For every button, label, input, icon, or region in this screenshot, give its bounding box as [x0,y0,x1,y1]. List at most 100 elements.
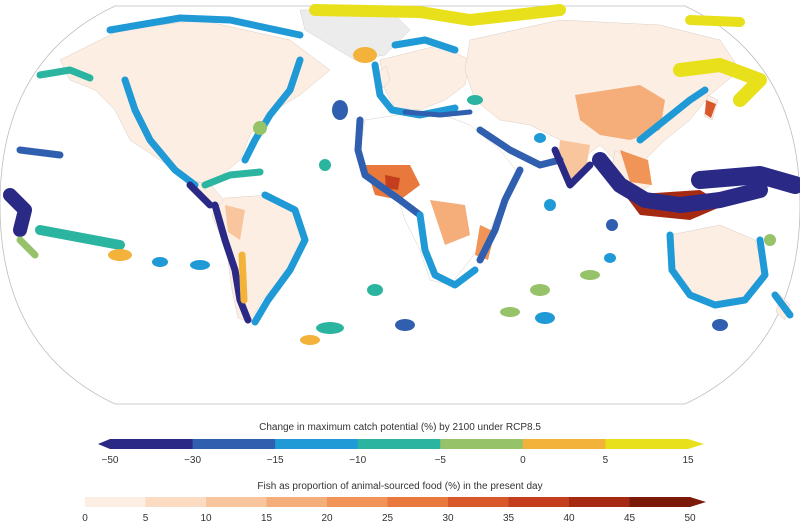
sa-west-coast-band [211,201,252,324]
east-africa-band [476,166,524,264]
world-map [0,4,800,405]
hawaii-band [16,146,64,159]
legend_fish-tick-label: 15 [260,513,273,524]
island-dot [253,121,267,135]
na-west-coast-band [121,76,199,189]
island-dot [190,260,210,270]
japan-shading [705,100,716,118]
island-dot [534,133,546,143]
island-dot [580,270,600,280]
legend_fish-right-arrow [690,497,706,507]
legend_catch-swatch-6 [605,439,689,449]
legend_fish-swatch-0 [85,497,146,507]
legend_catch-tick-label: −10 [349,455,367,466]
legend_catch-tick-label: −30 [184,455,202,466]
legend_fish-tick-label: 20 [321,513,333,524]
china-coast-band [636,86,709,144]
peru-shading [225,205,245,240]
caribbean-band [201,168,264,189]
southeast-asia-shading [620,150,652,185]
island-dot [467,95,483,105]
central-pacific-band [35,225,125,250]
bering-band [36,66,94,82]
legend_fish-tick-label: 40 [563,513,575,524]
legend_catch-swatch-4 [440,439,524,449]
legend_fish-tick-label: 50 [684,513,696,524]
legend_fish-tick-label: 0 [82,513,88,524]
island-dot [319,159,331,171]
legend_catch-swatch-3 [357,439,441,449]
island-dot [530,284,550,296]
island-markers [108,47,776,345]
mediterranean-band [402,109,473,118]
island-dot [367,284,383,296]
legend_fish-swatch-7 [508,497,570,507]
island-dot [500,307,520,317]
legend_fish-swatch-4 [327,497,388,507]
legend_fish-tick-label: 10 [200,513,212,524]
island-dot [108,249,132,261]
catch-colorbar [98,439,704,449]
legend_fish-swatch-6 [448,497,509,507]
legend_catch-swatch-1 [192,439,276,449]
legend_fish-tick-label: 30 [442,513,454,524]
legend_catch-tick-label: −50 [101,455,119,466]
legend_catch-swatch-0 [110,439,194,449]
australia-band [666,231,769,309]
india-coast-band [551,146,594,189]
island-dot [152,257,168,267]
fish-colorbar [85,497,706,507]
legend_fish-tick-label: 5 [142,513,149,524]
sa-east-coast-band [251,191,309,326]
legend_fish-swatch-8 [569,497,630,507]
island-dot [764,234,776,246]
central-africa-shading [430,200,470,245]
legend_fish-tick-label: 25 [381,513,394,524]
legend_catch-swatch-2 [275,439,359,449]
new-zealand-band [771,291,794,319]
island-dot [332,100,348,120]
west-africa-dark-shading [385,175,400,190]
sa-west-south-band [238,251,248,304]
central-america-pacific-band [186,181,214,209]
northeast-asia-band [673,58,767,107]
island-dot [544,199,556,211]
island-dot [316,322,344,334]
legend_catch-swatch-5 [522,439,606,449]
legend_catch-tick-label: −5 [434,455,446,466]
arabia-band [476,126,564,169]
island-dot [535,312,555,324]
south-pacific-band [16,236,39,259]
arctic-band [309,4,566,26]
legend_catch-tick-label: 15 [682,455,694,466]
legend_catch-tick-label: 5 [602,455,609,466]
legend_catch-tick-label: 0 [520,455,526,466]
catch-potential-bands [3,4,800,326]
na-east-coast-band [241,56,304,164]
legend_fish-swatch-2 [206,497,267,507]
southeast-asia-band [592,152,768,213]
legend_catch-tick-label: −15 [266,455,284,466]
legend_fish-swatch-9 [629,497,691,507]
pacific-islands-band [691,166,800,194]
china-shading [575,85,665,140]
fish-legend-title: Fish as proportion of animal-sourced foo… [257,481,543,492]
island-dot [395,319,415,331]
scandinavia-band [391,36,459,54]
north-america-landmass [59,19,331,186]
legend_fish-tick-label: 35 [502,513,515,524]
legend_catch-right-arrow [688,439,704,449]
west-pacific-band [3,188,32,237]
southern-africa-band [416,211,479,289]
island-dot [300,335,320,345]
alaska-band [106,14,304,39]
island-dot [712,319,728,331]
west-africa-band [354,116,424,219]
catch-legend-title: Change in maximum catch potential (%) by… [259,422,541,433]
sea-of-okhotsk-band [685,15,745,27]
legend_catch-left-arrow [98,439,110,449]
island-dot [353,47,377,63]
legend_fish-swatch-1 [145,497,207,507]
legend_fish-swatch-5 [387,497,449,507]
legend_fish-swatch-3 [266,497,328,507]
